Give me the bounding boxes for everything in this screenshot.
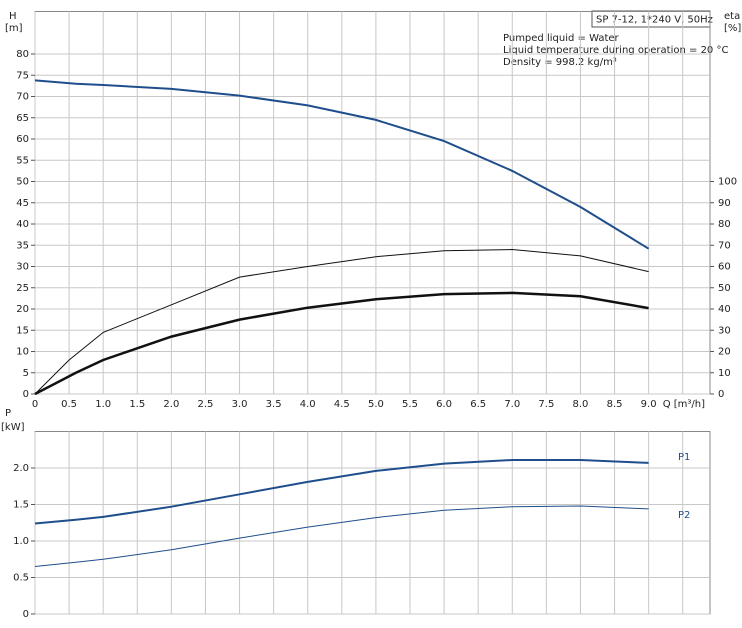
y-tick-label: 10 xyxy=(16,347,29,358)
y2-tick-label: 20 xyxy=(718,347,731,358)
x-tick-label: 3.0 xyxy=(232,399,248,410)
y-axis-label: [m] xyxy=(5,23,23,34)
x-tick-label: 2.5 xyxy=(198,399,214,410)
y-tick-label: 1.5 xyxy=(13,500,29,511)
y-tick-label: 60 xyxy=(16,134,29,145)
y-tick-label: 5 xyxy=(23,368,29,379)
y-tick-label: 1.0 xyxy=(13,536,29,547)
series-line xyxy=(34,291,649,396)
y-axis-label: P xyxy=(5,408,11,419)
y-axis-label: H xyxy=(9,11,17,22)
y-tick-label: 15 xyxy=(16,325,29,336)
y-tick-label: 65 xyxy=(16,113,29,124)
y-tick-label: 70 xyxy=(16,92,29,103)
x-tick-label: 1.0 xyxy=(95,399,111,410)
y-tick-label: 2.0 xyxy=(13,463,29,474)
x-tick-label: 7.0 xyxy=(504,399,520,410)
x-tick-label: 3.5 xyxy=(266,399,282,410)
y-tick-label: 45 xyxy=(16,198,29,209)
x-tick-label: 8.0 xyxy=(573,399,589,410)
y2-tick-label: 40 xyxy=(718,304,731,315)
annotation: Pumped liquid = Water xyxy=(503,33,620,44)
y-tick-label: 40 xyxy=(16,219,29,230)
y2-tick-label: 80 xyxy=(718,219,731,230)
y2-tick-label: 50 xyxy=(718,283,731,294)
x-tick-label: Q [m³/h] xyxy=(663,399,705,410)
y2-tick-label: 0 xyxy=(718,389,724,400)
x-tick-label: 5.5 xyxy=(402,399,418,410)
y-tick-label: 75 xyxy=(16,70,29,81)
y-tick-label: 0 xyxy=(23,389,29,400)
y2-tick-label: 70 xyxy=(718,240,731,251)
plot-area xyxy=(34,431,711,615)
series-line xyxy=(34,248,649,395)
x-tick-label: 6.5 xyxy=(470,399,486,410)
x-tick-label: 7.5 xyxy=(538,399,554,410)
x-tick-label: 9.0 xyxy=(641,399,657,410)
series-label: P1 xyxy=(678,452,690,463)
annotation: Density = 998.2 kg/m³ xyxy=(503,57,617,68)
x-tick-label: 0.5 xyxy=(61,399,77,410)
y2-tick-label: 60 xyxy=(718,262,731,273)
y-tick-label: 35 xyxy=(16,240,29,251)
y2-tick-label: 100 xyxy=(718,177,737,188)
y2-tick-label: 30 xyxy=(718,325,731,336)
series-line xyxy=(34,79,650,250)
x-tick-label: 5.0 xyxy=(368,399,384,410)
series-line xyxy=(34,505,649,567)
y2-tick-label: 10 xyxy=(718,368,731,379)
y-tick-label: 80 xyxy=(16,49,29,60)
x-tick-label: 8.5 xyxy=(607,399,623,410)
y-tick-label: 0.5 xyxy=(13,573,29,584)
annotation: Liquid temperature during operation = 20… xyxy=(503,45,728,56)
x-tick-label: 1.5 xyxy=(129,399,145,410)
y-tick-label: 20 xyxy=(16,304,29,315)
y2-tick-label: 90 xyxy=(718,198,731,209)
y-tick-label: 25 xyxy=(16,283,29,294)
y-tick-label: 55 xyxy=(16,155,29,166)
x-tick-label: 2.0 xyxy=(163,399,179,410)
x-tick-label: 4.0 xyxy=(300,399,316,410)
x-tick-label: 0 xyxy=(32,399,38,410)
y-axis-label: [kW] xyxy=(1,422,25,433)
series-label: P2 xyxy=(678,510,690,521)
y-tick-label: 0 xyxy=(23,609,29,620)
y2-axis-label: eta xyxy=(724,11,740,22)
x-tick-label: 6.0 xyxy=(436,399,452,410)
x-tick-label: 4.5 xyxy=(334,399,350,410)
y-tick-label: 50 xyxy=(16,177,29,188)
y2-axis-label: [%] xyxy=(724,23,741,34)
y-tick-label: 30 xyxy=(16,262,29,273)
model-label: SP 7-12, 1*240 V, 50Hz xyxy=(596,15,713,26)
series-line xyxy=(34,459,649,525)
